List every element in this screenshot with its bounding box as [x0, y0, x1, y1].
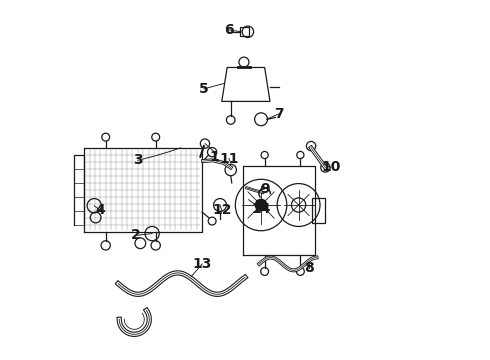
Text: 5: 5 [199, 82, 209, 96]
Text: 11: 11 [219, 152, 239, 166]
Text: 6: 6 [224, 23, 234, 37]
Text: 10: 10 [321, 161, 341, 175]
Text: 1: 1 [210, 150, 220, 164]
Text: 14: 14 [251, 202, 271, 216]
Circle shape [255, 199, 267, 211]
Text: 8: 8 [304, 261, 314, 275]
Text: 9: 9 [260, 182, 270, 196]
Text: 13: 13 [193, 257, 212, 271]
Bar [240, 27, 248, 36]
Text: 2: 2 [131, 228, 141, 242]
Text: 4: 4 [96, 203, 105, 217]
Bar [312, 198, 325, 223]
Text: 7: 7 [274, 107, 284, 121]
Circle shape [292, 198, 306, 212]
Text: 3: 3 [133, 153, 143, 167]
Text: 12: 12 [212, 203, 232, 217]
